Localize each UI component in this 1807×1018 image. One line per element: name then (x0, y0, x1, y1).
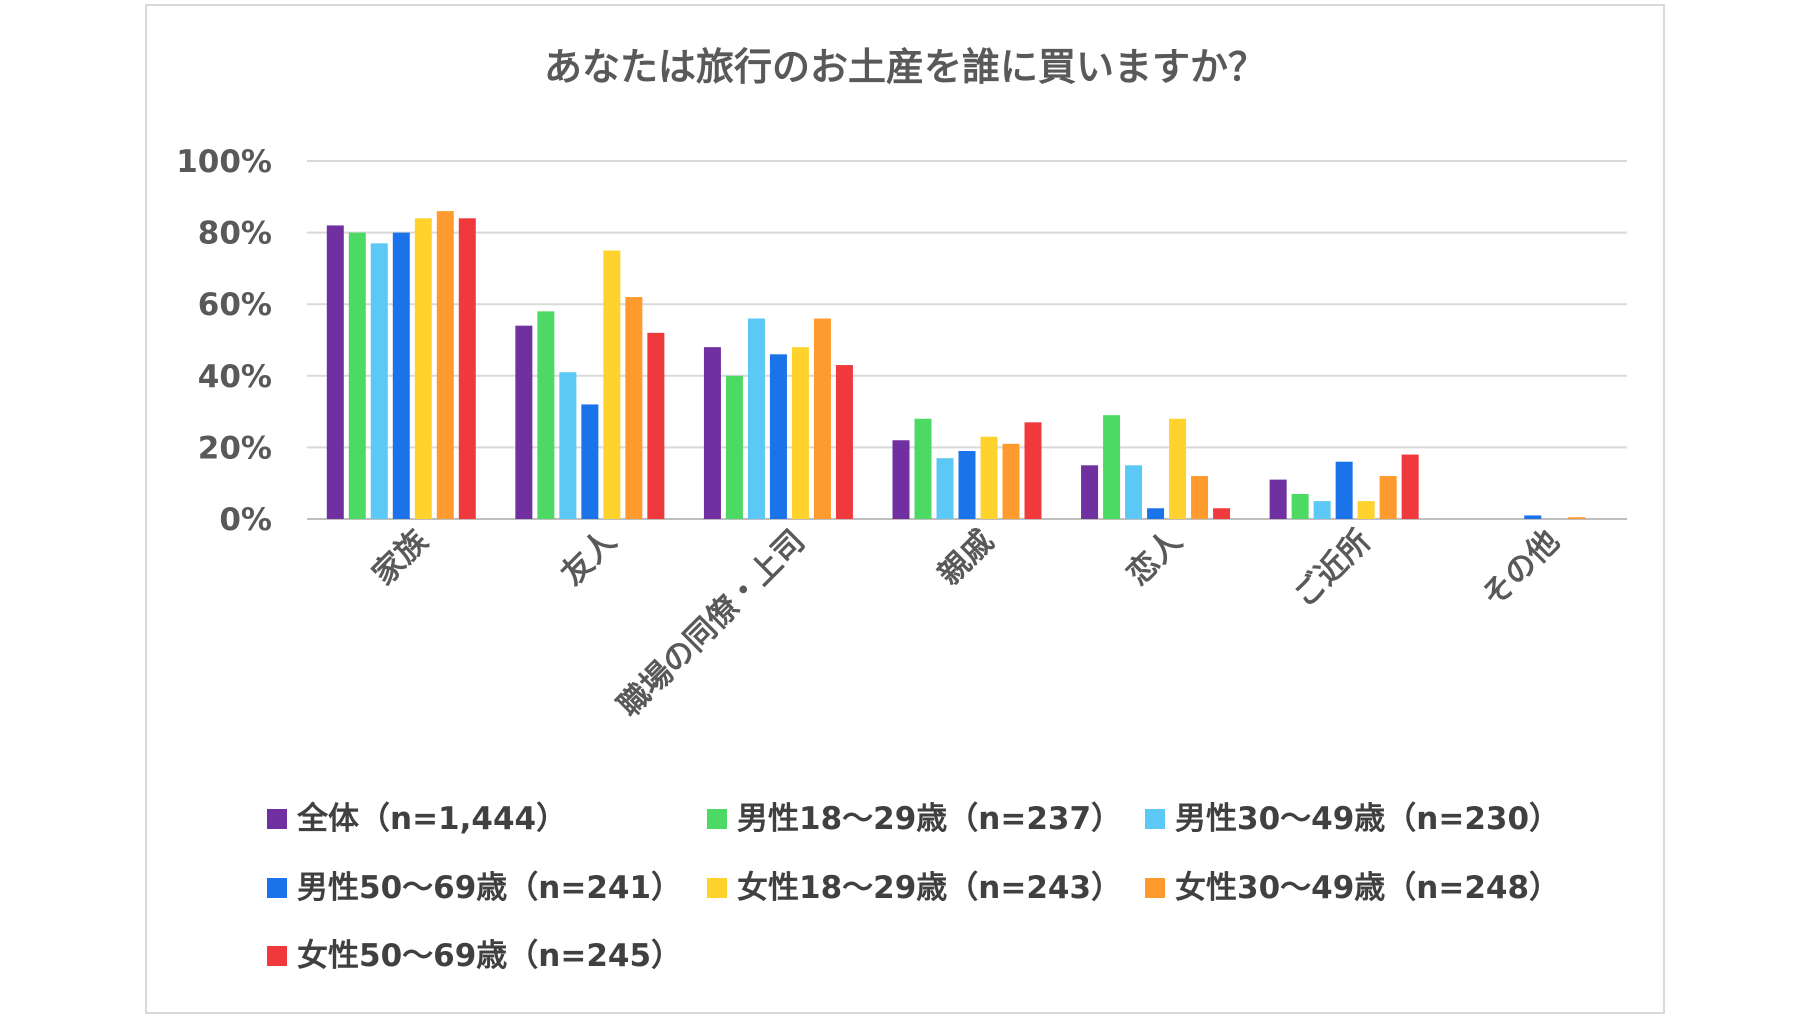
x-tick-label: その他 (1475, 523, 1566, 614)
bar (1291, 493, 1309, 519)
bar (1357, 501, 1375, 519)
x-tick-label: 親戚 (931, 523, 1000, 592)
legend-swatch (267, 946, 287, 966)
bar (813, 318, 831, 519)
bar (725, 375, 743, 519)
bar (458, 218, 476, 519)
bar (1568, 517, 1586, 519)
bar (392, 232, 410, 519)
legend-label: 男性18～29歳（n=237） (737, 801, 1122, 837)
bar (1524, 515, 1542, 519)
bar (1024, 422, 1042, 519)
bar (936, 458, 954, 519)
bar (835, 365, 853, 519)
bar (1147, 508, 1165, 519)
legend-label: 全体（n=1,444） (296, 801, 567, 837)
bar (414, 218, 432, 519)
legend-swatch (707, 878, 727, 898)
bar (537, 311, 555, 519)
bar (1169, 418, 1187, 519)
bar (1335, 461, 1353, 519)
x-tick-label: 友人 (554, 523, 623, 592)
y-tick-label: 80% (198, 216, 272, 252)
bar (1103, 415, 1121, 519)
legend-swatch (267, 878, 287, 898)
bar (1401, 454, 1419, 519)
bar (1125, 465, 1143, 519)
bar (515, 325, 533, 519)
bar (980, 436, 998, 519)
y-tick-label: 100% (176, 144, 272, 180)
y-tick-label: 0% (219, 502, 272, 538)
chart-title: あなたは旅行のお土産を誰に買いますか？ (544, 45, 1266, 89)
bar (348, 232, 366, 519)
bar (1191, 476, 1209, 519)
x-tick-label: 恋人 (1120, 523, 1189, 592)
bar (747, 318, 765, 519)
legend-swatch (267, 809, 287, 829)
legend-label: 男性30～49歳（n=230） (1175, 801, 1560, 837)
bar (1002, 443, 1020, 519)
bar (958, 450, 976, 519)
y-axis-ticks: 0% 20% 40% 60% 80% 100% (176, 144, 272, 538)
legend-label: 女性50～69歳（n=245） (297, 938, 682, 974)
bar (603, 250, 621, 519)
chart-frame: あなたは旅行のお土産を誰に買いますか？ 0% 20% 40% 60% 80% 100% 家… (145, 4, 1665, 1014)
y-tick-label: 40% (198, 359, 272, 395)
legend-swatch (1145, 809, 1165, 829)
legend-swatch (707, 809, 727, 829)
bar (1379, 476, 1397, 519)
legend-label: 女性18～29歳（n=243） (737, 870, 1122, 906)
bar (703, 347, 721, 519)
bar (625, 297, 643, 519)
bar (647, 332, 665, 519)
bar (370, 243, 388, 519)
legend-label: 男性50～69歳（n=241） (297, 870, 682, 906)
x-tick-label: 家族 (366, 523, 435, 592)
bar (581, 404, 599, 519)
bar (1081, 465, 1099, 519)
y-tick-label: 20% (198, 430, 272, 466)
bar (892, 440, 910, 519)
legend: 全体（n=1,444） 男性18～29歳（n=237） 男性30～49歳（n=230… (267, 801, 1560, 974)
bars (326, 211, 1586, 519)
x-tick-label: ご近所 (1287, 523, 1378, 614)
y-tick-label: 60% (198, 287, 272, 323)
legend-swatch (1145, 878, 1165, 898)
bar (1213, 508, 1231, 519)
bar (436, 211, 454, 519)
x-tick-label: 職場の同僚・上司 (611, 523, 812, 724)
bar-chart: あなたは旅行のお土産を誰に買いますか？ 0% 20% 40% 60% 80% 100% 家… (176, 45, 1627, 974)
bar (769, 354, 787, 519)
bar (914, 418, 932, 519)
bar (559, 372, 577, 519)
bar (1313, 501, 1331, 519)
bar (791, 347, 809, 519)
bar (1269, 479, 1287, 519)
bar (326, 225, 344, 519)
legend-label: 女性30～49歳（n=248） (1175, 870, 1560, 906)
